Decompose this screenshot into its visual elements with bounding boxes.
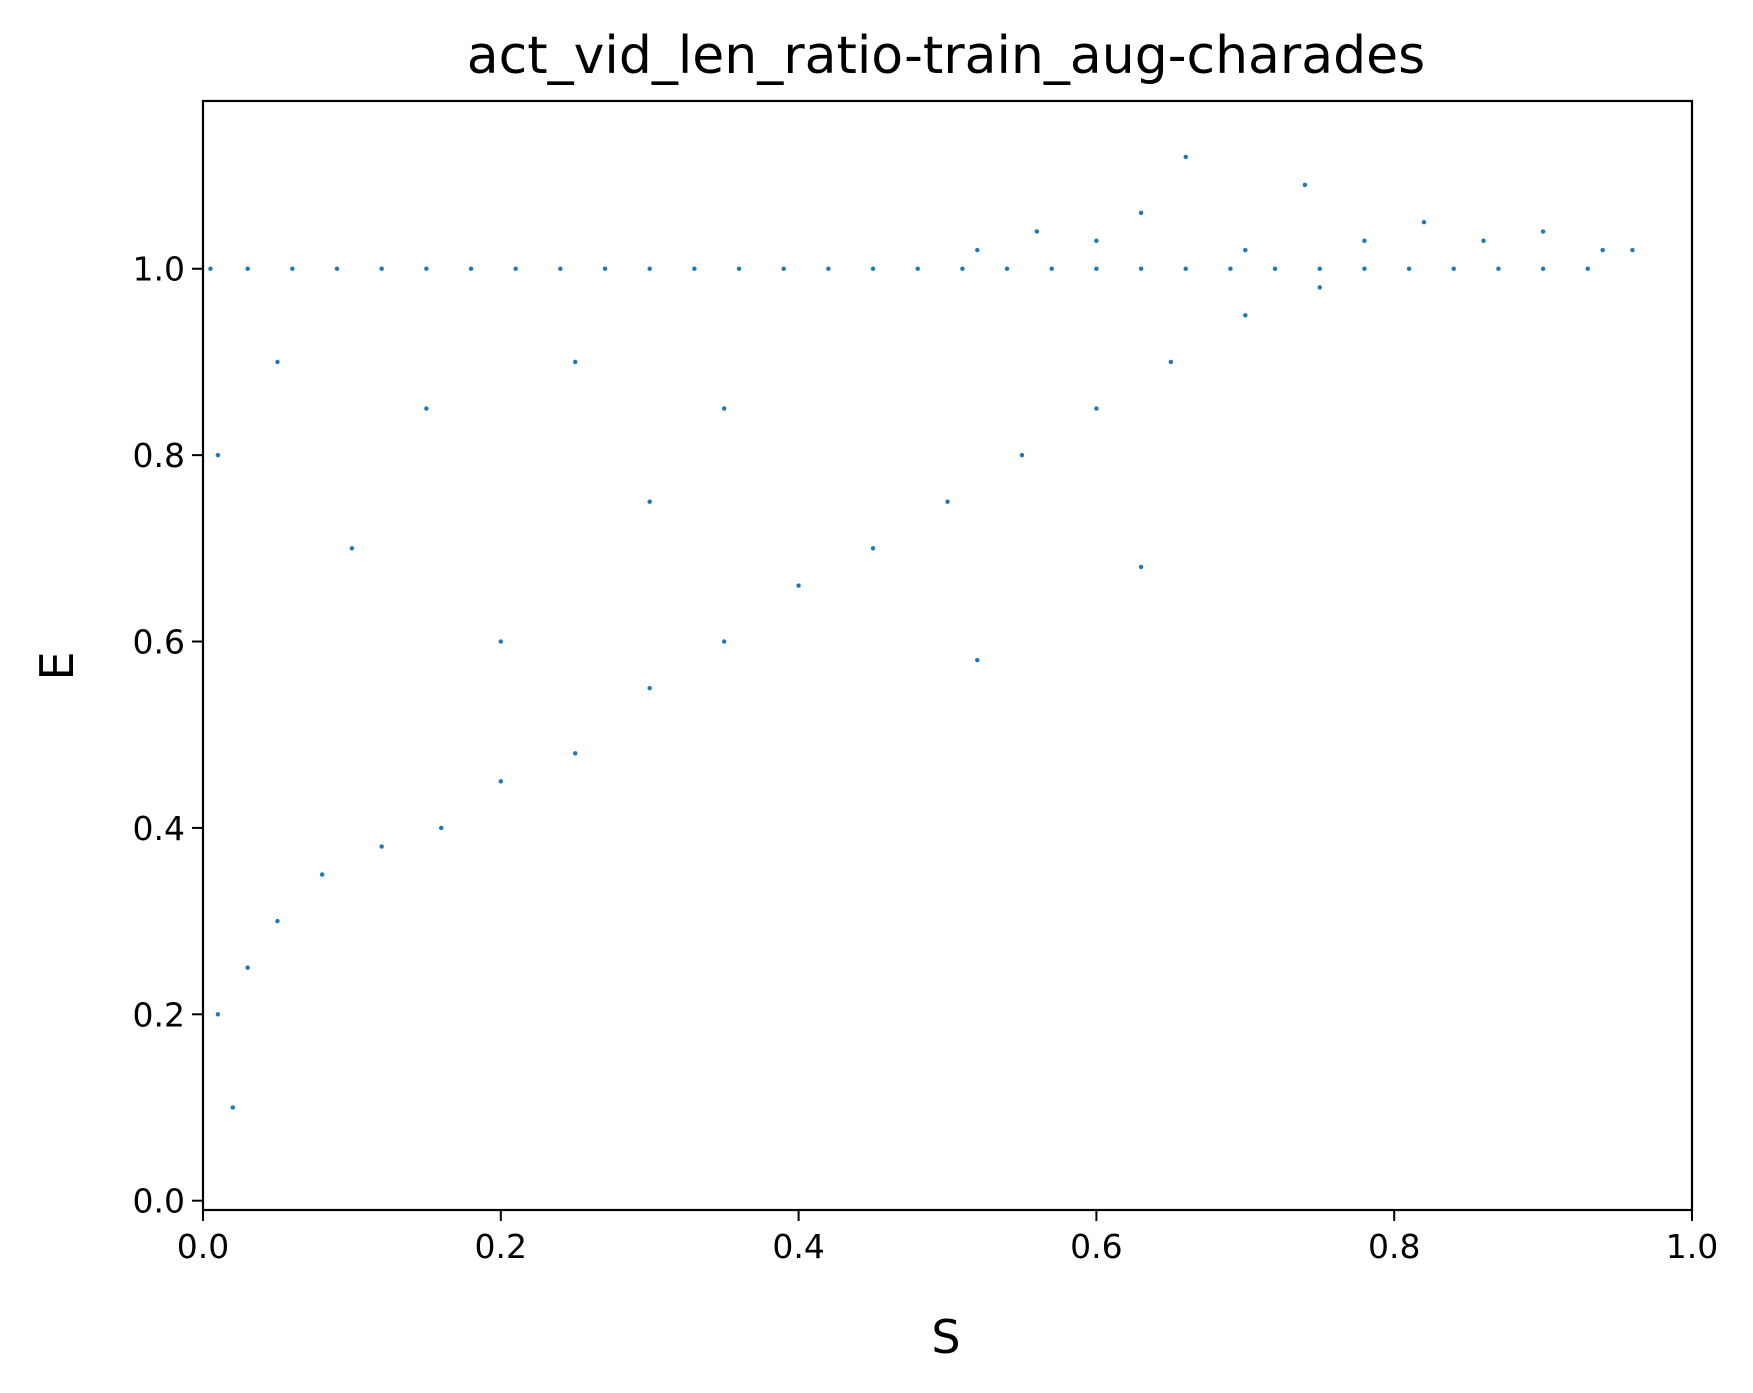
scatter-point	[647, 266, 653, 272]
x-tick-label: 0.2	[475, 1227, 527, 1266]
y-tick-label: 1.0	[133, 250, 185, 289]
scatter-point	[1406, 266, 1412, 272]
scatter-point	[1272, 266, 1278, 272]
scatter-point	[1361, 266, 1368, 272]
scatter-point	[245, 266, 251, 272]
scatter-point	[1138, 266, 1144, 272]
y-tick-label: 0.6	[133, 623, 185, 662]
scatter-point	[215, 1011, 221, 1017]
scatter-point	[1242, 312, 1248, 318]
scatter-point	[647, 499, 653, 505]
scatter-point	[1227, 266, 1234, 272]
y-tick-label: 0.2	[133, 995, 185, 1034]
scatter-point	[870, 266, 876, 272]
scatter-point	[245, 965, 251, 971]
scatter-point	[1540, 228, 1546, 235]
scatter-point	[1600, 247, 1606, 253]
scatter-point	[602, 266, 608, 272]
scatter-point	[1317, 266, 1323, 272]
y-axis-label: E	[30, 651, 84, 680]
scatter-point	[289, 266, 295, 272]
x-tick-label: 0.4	[772, 1227, 824, 1266]
x-axis-label: S	[931, 1310, 960, 1364]
scatter-point	[721, 405, 727, 412]
scatter-point	[1451, 266, 1457, 272]
scatter-point	[736, 266, 742, 272]
scatter-point	[1049, 266, 1055, 272]
scatter-point	[795, 583, 802, 589]
scatter-point	[319, 871, 325, 878]
y-tick-label: 0.8	[133, 436, 185, 475]
scatter-point	[423, 405, 429, 412]
scatter-point	[379, 266, 385, 272]
scatter-point	[230, 1104, 236, 1111]
scatter-point	[498, 778, 504, 784]
scatter-point	[557, 266, 563, 272]
scatter-point	[915, 266, 921, 272]
x-axis-ticks: 0.0 0.2 0.4 0.6 0.8 1.0	[177, 1210, 1718, 1266]
plot-frame	[201, 99, 1694, 1212]
scatter-point	[1361, 238, 1368, 244]
scatter-point	[1004, 266, 1010, 272]
scatter-point	[959, 266, 965, 272]
scatter-point	[691, 266, 697, 272]
scatter-point	[870, 545, 876, 551]
scatter-point	[379, 843, 385, 850]
scatter-point	[215, 452, 221, 458]
scatter-point	[349, 545, 355, 551]
scatter-point	[1093, 238, 1100, 244]
scatter-point	[572, 750, 578, 756]
scatter-point	[1093, 266, 1100, 272]
scatter-point	[781, 266, 787, 272]
scatter-point	[334, 266, 340, 272]
scatter-point	[1495, 266, 1502, 272]
scatter-point	[1421, 219, 1427, 225]
scatter-point	[1138, 210, 1144, 216]
scatter-point	[1183, 266, 1189, 272]
scatter-point	[1242, 247, 1248, 253]
scatter-point	[1034, 228, 1040, 235]
y-axis-ticks: 0.0 0.2 0.4 0.6 0.8 1.0	[133, 250, 203, 1221]
scatter-point	[468, 266, 474, 272]
scatter-point	[1540, 266, 1546, 272]
scatter-point	[1183, 154, 1189, 160]
scatter-point	[974, 657, 980, 663]
scatter-point	[274, 359, 281, 365]
x-tick-label: 0.0	[177, 1227, 229, 1266]
scatter-point	[423, 266, 429, 272]
scatter-point	[1629, 247, 1636, 253]
points-layer	[207, 154, 1636, 1111]
scatter-point	[1480, 238, 1487, 244]
scatter-point	[513, 266, 519, 272]
scatter-point	[974, 247, 980, 253]
scatter-point	[647, 685, 653, 691]
scatter-point	[1138, 564, 1144, 570]
scatter-point	[1168, 359, 1174, 365]
x-tick-label: 1.0	[1666, 1227, 1718, 1266]
scatter-point	[274, 918, 281, 924]
y-tick-label: 0.4	[133, 809, 185, 848]
x-tick-label: 0.6	[1070, 1227, 1122, 1266]
y-tick-label: 0.0	[133, 1182, 185, 1221]
scatter-point	[1302, 182, 1308, 188]
scatter-point	[1585, 266, 1591, 272]
scatter-point	[944, 499, 951, 505]
chart-title: act_vid_len_ratio-train_aug-charades	[467, 26, 1425, 86]
x-tick-label: 0.8	[1368, 1227, 1420, 1266]
scatter-point	[1093, 405, 1100, 412]
scatter-point	[498, 638, 504, 645]
scatter-point	[1019, 452, 1025, 458]
scatter-point	[438, 825, 444, 831]
scatter-point	[207, 266, 214, 272]
scatter-point	[721, 638, 727, 645]
scatter-point	[572, 359, 578, 365]
scatter-point	[1317, 284, 1323, 290]
scatter-point	[825, 266, 831, 272]
